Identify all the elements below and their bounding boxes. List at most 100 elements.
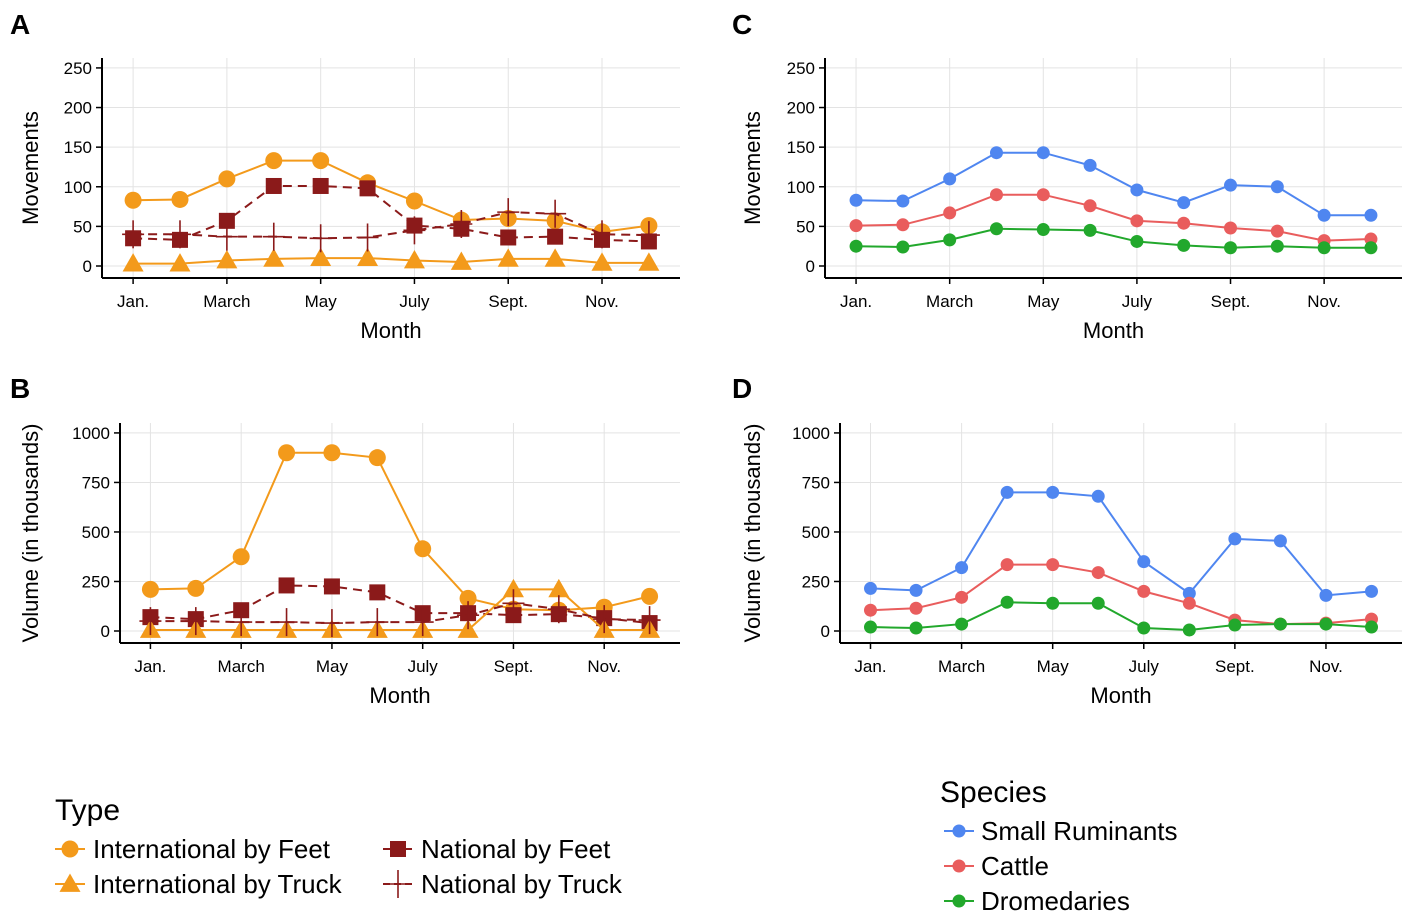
data-point bbox=[278, 444, 296, 462]
y-tick-label: 200 bbox=[64, 99, 92, 118]
data-point bbox=[310, 247, 332, 266]
data-point bbox=[169, 253, 191, 272]
data-point bbox=[1224, 241, 1238, 255]
legend-item: National by Truck bbox=[383, 869, 623, 899]
legend-item: Cattle bbox=[944, 851, 1049, 881]
data-point bbox=[1091, 596, 1105, 610]
series-national-by-feet bbox=[142, 577, 658, 632]
data-point bbox=[1046, 485, 1060, 499]
y-tick-label: 1000 bbox=[792, 424, 830, 443]
data-point bbox=[139, 607, 162, 636]
data-point bbox=[218, 170, 236, 188]
data-point bbox=[544, 199, 567, 228]
x-tick-label: Nov. bbox=[585, 292, 619, 311]
legend-label: Small Ruminants bbox=[981, 816, 1178, 846]
x-tick-label: Jan. bbox=[854, 657, 886, 676]
data-point bbox=[1317, 208, 1331, 222]
data-point bbox=[403, 249, 425, 269]
data-point bbox=[1182, 623, 1196, 637]
data-point bbox=[849, 219, 863, 233]
data-point bbox=[1091, 566, 1105, 580]
y-tick-label: 0 bbox=[83, 257, 92, 276]
data-point bbox=[955, 561, 969, 575]
data-point bbox=[1319, 588, 1333, 602]
data-point bbox=[1364, 241, 1378, 255]
data-point bbox=[1270, 239, 1284, 253]
data-point bbox=[122, 220, 145, 249]
data-point bbox=[1137, 621, 1151, 635]
data-point bbox=[265, 152, 283, 170]
series-national-by-truck bbox=[122, 198, 660, 253]
data-point bbox=[955, 617, 969, 631]
data-point bbox=[359, 180, 376, 197]
x-tick-label: Sept. bbox=[1211, 292, 1251, 311]
series-line bbox=[856, 227, 1371, 249]
y-tick-label: 750 bbox=[82, 473, 110, 492]
data-point bbox=[943, 206, 957, 220]
x-tick-label: May bbox=[316, 657, 349, 676]
y-tick-label: 100 bbox=[64, 178, 92, 197]
y-tick-label: 200 bbox=[787, 99, 815, 118]
legend-item: International by Feet bbox=[55, 834, 331, 864]
y-tick-label: 250 bbox=[787, 59, 815, 78]
data-point bbox=[312, 152, 330, 170]
data-point bbox=[1130, 234, 1144, 248]
x-tick-label: March bbox=[203, 292, 250, 311]
data-point bbox=[1273, 617, 1287, 631]
y-tick-label: 150 bbox=[787, 138, 815, 157]
y-axis-title: Movements bbox=[18, 111, 43, 225]
data-point bbox=[122, 253, 144, 272]
y-tick-label: 150 bbox=[64, 138, 92, 157]
data-point bbox=[1036, 146, 1050, 160]
y-tick-label: 750 bbox=[802, 473, 830, 492]
panel-c: C 0 50 100 150 200 250 Jan. March May July Sept. Nov… bbox=[732, 9, 1402, 343]
data-point bbox=[989, 146, 1003, 160]
legend-type: Type International by Feet National by Fee… bbox=[55, 794, 623, 899]
data-point bbox=[457, 601, 480, 630]
y-tick-label: 500 bbox=[802, 523, 830, 542]
data-point bbox=[403, 216, 426, 245]
data-point bbox=[141, 580, 159, 598]
data-point bbox=[263, 248, 285, 267]
legend-item: National by Feet bbox=[383, 834, 611, 864]
series-international-by-truck bbox=[122, 247, 660, 272]
y-axis-title: Volume (in thousands) bbox=[18, 424, 43, 643]
data-point bbox=[863, 620, 877, 634]
x-tick-label: Nov. bbox=[587, 657, 621, 676]
y-axis-title: Movements bbox=[740, 111, 765, 225]
series-line bbox=[133, 257, 649, 265]
x-tick-label: March bbox=[938, 657, 985, 676]
y-tick-label: 250 bbox=[802, 572, 830, 591]
data-point bbox=[1365, 584, 1379, 598]
legend-title: Type bbox=[55, 794, 120, 827]
panel-b: B 0 250 500 750 1000 Jan. March May July Sept. Nov.… bbox=[10, 373, 680, 708]
y-tick-label: 50 bbox=[73, 217, 92, 236]
series-cattle bbox=[863, 558, 1379, 631]
data-point bbox=[1000, 595, 1014, 609]
y-tick-label: 1000 bbox=[72, 424, 110, 443]
y-tick-label: 0 bbox=[806, 257, 815, 276]
legend-marker bbox=[952, 859, 966, 873]
x-tick-label: Jan. bbox=[840, 292, 872, 311]
data-point bbox=[265, 177, 282, 194]
data-point bbox=[1046, 558, 1060, 572]
data-point bbox=[909, 601, 923, 615]
data-point bbox=[275, 608, 298, 637]
data-point bbox=[1137, 584, 1151, 598]
data-point bbox=[171, 190, 189, 208]
series-line bbox=[870, 491, 1372, 597]
data-point bbox=[366, 608, 389, 637]
data-point bbox=[500, 229, 517, 246]
data-point bbox=[1036, 188, 1050, 202]
data-point bbox=[989, 222, 1003, 236]
legend-label: International by Feet bbox=[93, 834, 331, 864]
data-point bbox=[896, 240, 910, 254]
panel-letter: B bbox=[10, 373, 30, 404]
data-point bbox=[497, 248, 519, 267]
data-point bbox=[909, 621, 923, 635]
data-point bbox=[1182, 596, 1196, 610]
data-point bbox=[312, 177, 329, 194]
data-point bbox=[955, 590, 969, 604]
x-tick-label: Jan. bbox=[134, 657, 166, 676]
panel-a: A 0 50 100 150 200 250 Jan. March May July Sept. Nov… bbox=[10, 9, 680, 343]
